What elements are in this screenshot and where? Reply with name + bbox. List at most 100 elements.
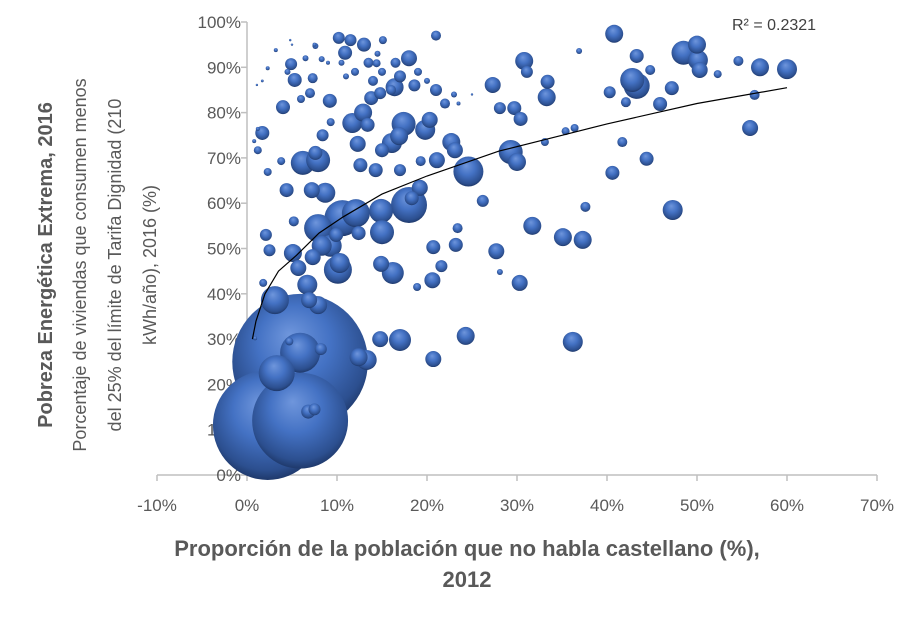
bubble-point bbox=[404, 191, 419, 206]
x-tick-label: 50% bbox=[680, 496, 714, 515]
bubble-point bbox=[368, 75, 378, 86]
bubble-point bbox=[378, 36, 387, 45]
bubble-point bbox=[688, 35, 706, 54]
bubble-point bbox=[318, 56, 325, 63]
bubble-point bbox=[277, 157, 286, 166]
bubble-point bbox=[511, 274, 528, 291]
axes: -10%0%10%20%30%40%50%60%70%0%10%20%30%40… bbox=[137, 13, 894, 515]
bubble-point bbox=[401, 50, 417, 67]
bubble-point bbox=[259, 278, 268, 287]
bubble-point bbox=[316, 129, 329, 142]
x-tick-label: 10% bbox=[320, 496, 354, 515]
bubble-point bbox=[304, 249, 321, 266]
x-axis-title: Proporción de la población que no habla … bbox=[174, 536, 760, 592]
bubble-point bbox=[448, 237, 463, 252]
y-tick-label: 40% bbox=[207, 285, 241, 304]
bubble-point bbox=[488, 243, 505, 260]
bubble-point bbox=[733, 55, 744, 66]
bubble-point bbox=[349, 135, 366, 152]
bubble-point bbox=[276, 100, 290, 115]
bubble-point bbox=[307, 73, 318, 84]
y-axis-title: Pobreza Energética Extrema, 2016 Porcent… bbox=[35, 78, 160, 451]
bubble-point bbox=[645, 65, 656, 76]
bubble-point bbox=[456, 101, 461, 106]
bubble-point bbox=[285, 58, 298, 71]
bubble-point bbox=[421, 111, 438, 128]
bubble-point bbox=[664, 81, 679, 96]
bubble-point bbox=[452, 223, 463, 234]
bubble-point bbox=[378, 67, 386, 76]
y-tick-label: 70% bbox=[207, 149, 241, 168]
bubble-point bbox=[260, 79, 264, 83]
bubble-point bbox=[372, 331, 389, 348]
bubble-point bbox=[312, 42, 317, 47]
bubble-point bbox=[537, 88, 556, 107]
bubble-point bbox=[425, 351, 442, 368]
bubble-point bbox=[386, 84, 396, 95]
bubble-point bbox=[273, 48, 278, 53]
x-tick-label: -10% bbox=[137, 496, 177, 515]
bubble-point bbox=[620, 67, 645, 92]
bubble-point bbox=[314, 343, 327, 356]
r-squared-label: R² = 0.2321 bbox=[732, 17, 816, 34]
bubble-point bbox=[453, 156, 484, 187]
bubble-point bbox=[374, 87, 387, 100]
bubble-point bbox=[263, 167, 272, 176]
bubble-point bbox=[297, 95, 305, 104]
bubble-point bbox=[283, 244, 302, 263]
bubble-point bbox=[691, 62, 708, 79]
bubble-point bbox=[326, 118, 335, 127]
bubble-point bbox=[424, 77, 430, 84]
bubble-point bbox=[617, 137, 628, 148]
bubble-point bbox=[253, 146, 262, 155]
bubble-point bbox=[653, 96, 668, 111]
bubble-point bbox=[374, 50, 381, 57]
bubble-point bbox=[252, 139, 257, 144]
bubble-point bbox=[290, 43, 294, 46]
x-tick-label: 0% bbox=[235, 496, 260, 515]
bubble-point bbox=[363, 57, 374, 68]
bubble-point bbox=[629, 48, 644, 63]
bubble-point bbox=[390, 127, 409, 146]
bubble-point bbox=[375, 143, 389, 158]
bubble-point bbox=[413, 283, 422, 292]
bubble-point bbox=[305, 88, 315, 99]
y-axis-title-line-1: Porcentaje de viviendas que consumen men… bbox=[70, 78, 90, 451]
bubble-point bbox=[570, 124, 579, 133]
bubble-point bbox=[263, 244, 276, 257]
bubble-point bbox=[620, 97, 631, 108]
bubble-point bbox=[426, 240, 441, 255]
bubble-point bbox=[357, 37, 371, 52]
bubble-point bbox=[258, 355, 295, 392]
bubble-point bbox=[351, 226, 366, 241]
bubble-point bbox=[354, 103, 373, 122]
bubble-point bbox=[408, 79, 421, 92]
bubble-point bbox=[279, 183, 294, 198]
bubble-point bbox=[476, 194, 489, 207]
bubble-point bbox=[523, 216, 542, 235]
bubble-point bbox=[301, 292, 318, 309]
bubble-point bbox=[576, 47, 583, 54]
bubble-point bbox=[351, 67, 359, 76]
bubble-point bbox=[329, 227, 344, 242]
bubble-point bbox=[435, 260, 448, 273]
x-tick-label: 40% bbox=[590, 496, 624, 515]
bubble-point bbox=[446, 142, 463, 159]
bubble-point bbox=[605, 24, 624, 43]
bubble-point bbox=[603, 86, 616, 99]
bubble-point bbox=[742, 120, 759, 137]
bubble-point bbox=[308, 145, 323, 160]
bubble-point bbox=[353, 158, 368, 173]
y-tick-label: 100% bbox=[198, 13, 241, 32]
y-tick-label: 90% bbox=[207, 58, 241, 77]
bubble-point bbox=[394, 70, 406, 83]
bubble-point bbox=[390, 57, 401, 68]
bubble-point bbox=[343, 73, 349, 80]
bubble-point bbox=[561, 127, 570, 136]
bubble-point bbox=[493, 102, 506, 115]
bubble-point bbox=[370, 220, 394, 245]
bubble-point bbox=[713, 70, 722, 79]
bubble-point bbox=[288, 216, 299, 227]
bubble-point bbox=[540, 74, 555, 89]
